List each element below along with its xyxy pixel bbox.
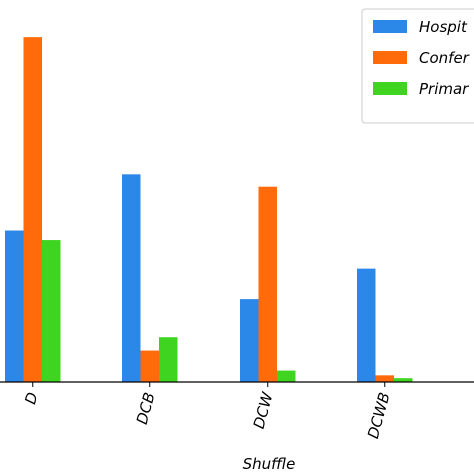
bar-confer-dcw: [258, 186, 277, 382]
bar-confer-d: [23, 37, 42, 382]
bar-hospit-dcw: [240, 299, 259, 382]
legend-swatch-hospit: [373, 20, 407, 33]
bar-confer-dcb: [140, 350, 159, 382]
bar-confer-dcwb: [375, 375, 394, 382]
legend-label-primar: Primar: [419, 80, 469, 98]
legend-label-hospit: Hospit: [419, 18, 468, 36]
x-tick-label: DCW: [250, 389, 277, 430]
x-ticks: D DCB DCW DCWB: [21, 382, 394, 441]
bar-hospit-dcb: [122, 174, 141, 382]
bar-primar-dcwb: [394, 378, 413, 382]
bar-primar-dcb: [159, 337, 178, 382]
legend: Hospit Confer Primar: [361, 8, 474, 124]
bar-hospit-dcwb: [357, 268, 376, 382]
bar-primar-d: [42, 240, 61, 382]
bar-primar-dcw: [277, 370, 296, 382]
x-tick-label: DCWB: [364, 390, 394, 440]
legend-swatch-confer: [373, 51, 407, 64]
bars-group: [5, 37, 413, 382]
x-tick-label: DCB: [133, 390, 159, 426]
x-tick-label: D: [21, 390, 41, 406]
legend-label-confer: Confer: [419, 49, 470, 67]
legend-swatch-primar: [373, 82, 407, 95]
x-axis-label: Shuffle: [243, 455, 296, 473]
bar-hospit-d: [5, 230, 24, 382]
